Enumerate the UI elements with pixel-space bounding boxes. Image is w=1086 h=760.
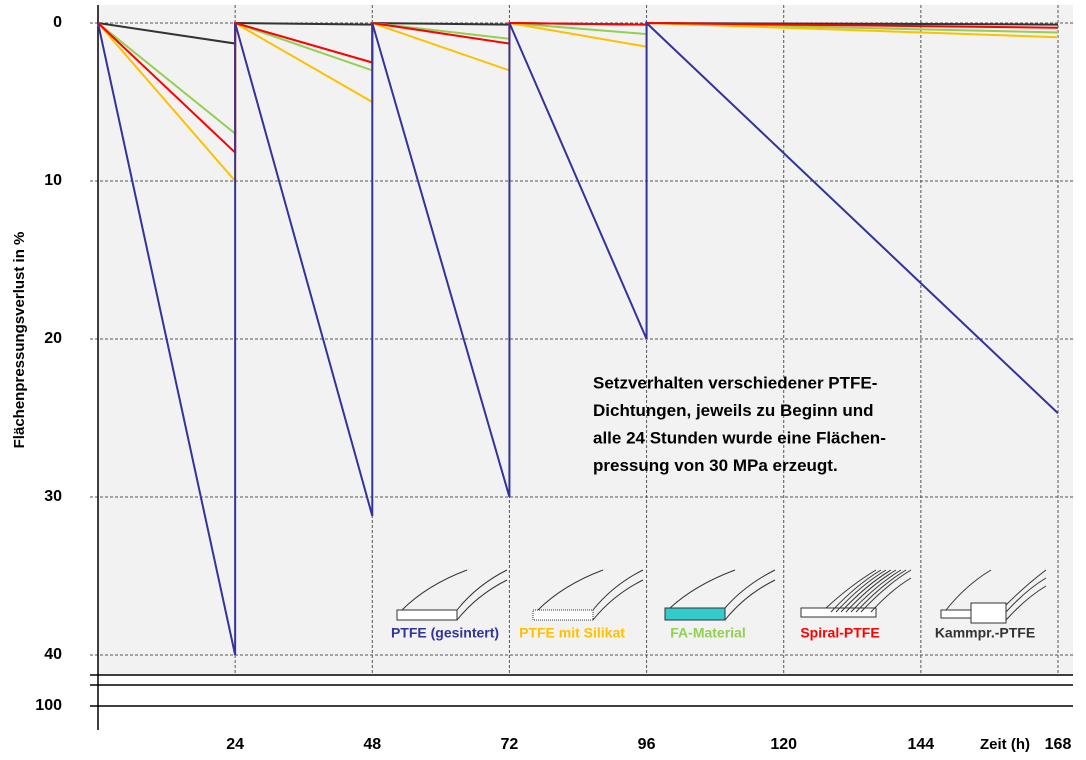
x-tick-label: 24 — [226, 736, 244, 753]
annotation: Dichtungen, jeweils zu Beginn und — [593, 401, 874, 420]
legend-label: Spiral-PTFE — [800, 625, 879, 641]
legend-label: FA-Material — [670, 625, 745, 641]
x-tick-label: 144 — [908, 736, 935, 753]
series-line — [97, 20, 1059, 656]
icon-silikat — [532, 569, 644, 621]
x-tick-label: 72 — [501, 736, 519, 753]
annotation: alle 24 Stunden wurde eine Flächen- — [593, 428, 886, 447]
y-tick-label: 20 — [44, 330, 62, 347]
legend-label: PTFE mit Silikat — [519, 625, 625, 641]
legend-label: PTFE (gesintert) — [391, 625, 499, 641]
x-axis-label: Zeit (h) — [980, 736, 1030, 753]
icon-fa — [664, 569, 776, 621]
y-tick-label: 30 — [44, 488, 62, 505]
x-tick-label: 168 — [1045, 736, 1072, 753]
icon-kammpr — [940, 569, 1047, 624]
x-tick-label: 48 — [363, 736, 381, 753]
annotation: Setzverhalten verschiedener PTFE- — [593, 373, 877, 392]
x-tick-label: 120 — [770, 736, 797, 753]
plot-area — [98, 5, 1073, 675]
legend-icons — [396, 569, 1047, 624]
y-tick-label: 100 — [35, 697, 62, 714]
y-tick-label: 40 — [44, 646, 62, 663]
icon-spiral — [800, 569, 912, 618]
icon-ptfe — [396, 569, 508, 621]
annotation: pressung von 30 MPa erzeugt. — [593, 456, 838, 475]
x-tick-label: 96 — [638, 736, 656, 753]
legend-label: Kammpr.-PTFE — [935, 625, 1035, 641]
y-axis-label: Flächenpressungsverlust in % — [11, 232, 28, 449]
y-tick-label: 10 — [44, 172, 62, 189]
y-tick-label: 0 — [53, 14, 62, 31]
